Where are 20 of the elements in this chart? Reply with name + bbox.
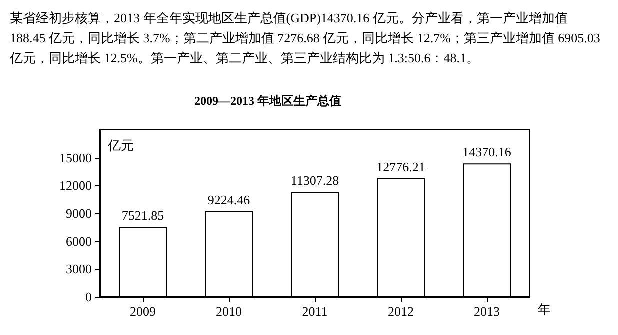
y-tick-label: 12000 — [60, 178, 92, 194]
y-tick-label: 9000 — [66, 206, 92, 221]
x-axis-title: 年 — [538, 302, 551, 317]
data-label: 9224.46 — [208, 192, 251, 208]
y-tick-label: 15000 — [60, 150, 92, 166]
data-label: 14370.16 — [462, 144, 512, 160]
y-tick-label: 3000 — [66, 262, 92, 277]
data-label: 11307.28 — [290, 173, 340, 188]
chart-title: 2009—2013 年地区生产总值 — [194, 94, 342, 108]
x-tick-label: 2012 — [388, 304, 414, 319]
x-tick-label: 2011 — [302, 304, 328, 319]
x-tick-label: 2013 — [474, 304, 500, 319]
data-label: 7521.85 — [122, 208, 164, 224]
x-tick-label: 2010 — [216, 304, 242, 319]
data-label: 12776.21 — [376, 159, 426, 174]
y-axis-title: 亿元 — [107, 138, 134, 153]
y-tick-label: 0 — [86, 290, 92, 304]
text: 某省经初步核算，2013 年全年实现地区生产总值(GDP)14370.16 亿元。分产业看，第一产业增加值 188.45 亿元，同比增长 3.7%；第二产业增加值 7276.68 亿元，同比增长 12.7%；第三产业增加值 6905.03 亿元，同比增长 12.5%。第一产业、第二产业、第三产业结构比为 1.3:50.6：48.1。 — [9, 10, 604, 66]
y-tick-label: 6000 — [66, 234, 92, 249]
x-tick-label: 2009 — [130, 304, 156, 319]
